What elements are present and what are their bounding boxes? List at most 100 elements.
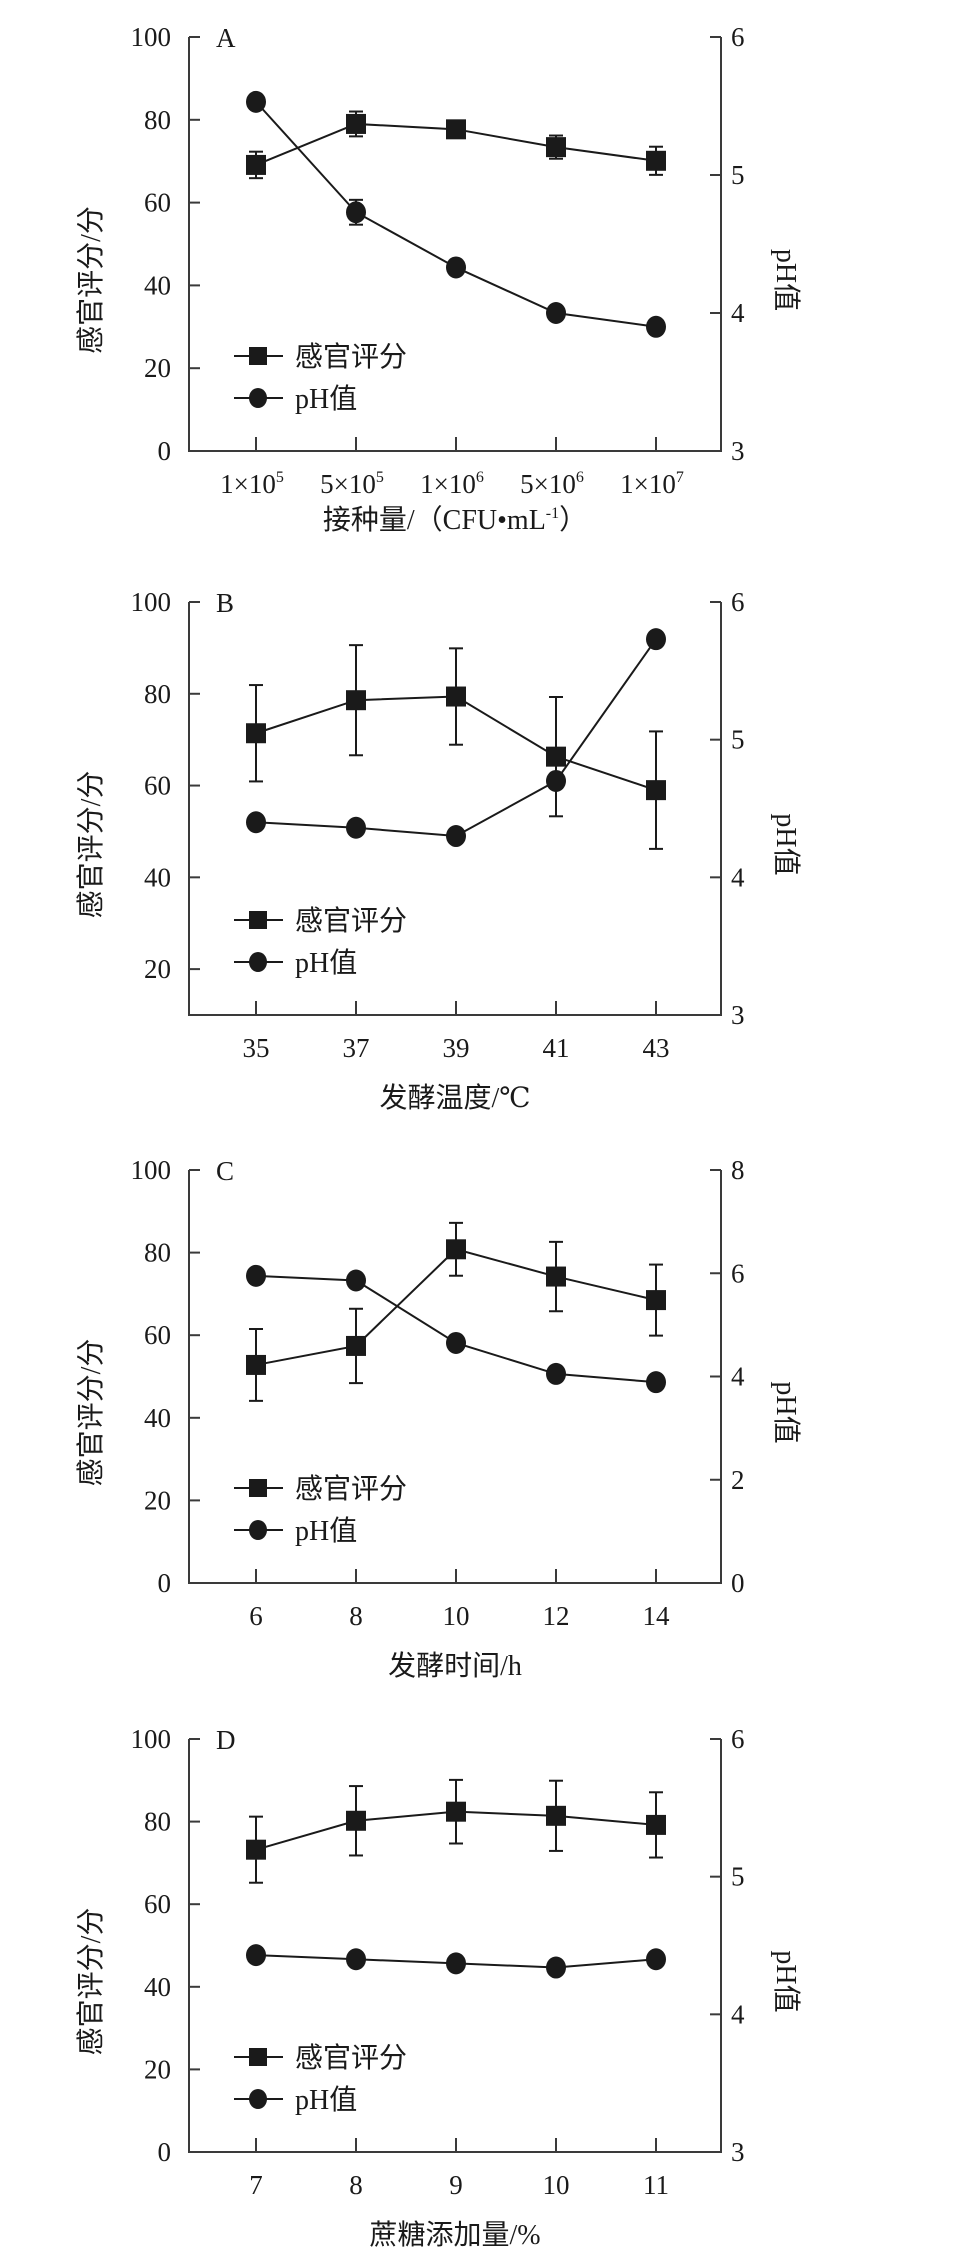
left-axis-title: 感官评分/分 (75, 1908, 107, 2056)
left-tick-label: 40 (144, 1403, 171, 1433)
left-tick-label: 40 (144, 1972, 171, 2002)
data-point-circle (646, 315, 666, 338)
x-tick-label: 1×105 (220, 469, 284, 499)
left-axis-title: 感官评分/分 (75, 1339, 107, 1487)
data-point-circle (646, 1371, 666, 1394)
legend: 感官评分 pH值 (234, 341, 407, 415)
x-tick-label: 1×107 (620, 469, 684, 499)
left-tick-label: 20 (144, 1485, 171, 1515)
data-point-square (246, 154, 266, 175)
legend: 感官评分 pH值 (234, 2042, 407, 2116)
data-point-square (246, 1839, 266, 1860)
right-tick-label: 4 (731, 1362, 745, 1392)
x-axis-title-end: ） (559, 504, 587, 536)
series-line (255, 1274, 657, 1384)
legend-square-icon (249, 911, 267, 929)
chart-panel-B: 20 40 60 80 100 3 4 5 6 35 37 39 41 43 B 发酵温度/℃ 感官评分/分 pH… (75, 587, 802, 1114)
legend: 感官评分 pH值 (234, 905, 407, 979)
left-tick-label: 60 (144, 771, 171, 801)
data-point-circle (646, 1948, 666, 1971)
right-axis-title: pH值 (770, 813, 802, 875)
legend-square-icon (249, 2048, 267, 2066)
data-point-square (346, 690, 366, 711)
left-tick-label: 100 (131, 587, 172, 617)
x-tick-label: 8 (349, 1601, 363, 1631)
data-point-square (546, 746, 566, 767)
right-tick-label: 5 (731, 725, 745, 755)
right-tick-label: 4 (731, 298, 745, 328)
data-point-circle (246, 1264, 266, 1287)
left-tick-label: 60 (144, 188, 171, 218)
chart-panel-D: 0 20 40 60 80 100 3 4 5 6 7 8 9 10 11 D 蔗糖添加量/% 感官评分/分 pH值… (75, 1724, 802, 2251)
data-point-circle (546, 1956, 566, 1979)
x-tick-label-exponent: 7 (676, 469, 684, 486)
data-point-square (646, 780, 666, 801)
x-tick-label-exponent: 6 (476, 469, 484, 486)
x-tick-label-base: 5×10 (520, 469, 576, 499)
left-tick-label: 100 (131, 1155, 172, 1185)
right-axis-title: pH值 (770, 1950, 802, 2012)
x-tick-label: 10 (543, 2170, 570, 2200)
x-tick-label-base: 1×10 (620, 469, 676, 499)
data-point-square (546, 1805, 566, 1826)
series-ph (246, 1264, 666, 1394)
left-tick-label: 40 (144, 862, 171, 892)
x-axis-title: 接种量/（CFU•mL-1） (323, 504, 587, 536)
left-tick-label: 60 (144, 1889, 171, 1919)
legend-circle-icon (249, 1520, 267, 1540)
x-tick-label: 14 (643, 1601, 671, 1631)
data-point-circle (646, 628, 666, 651)
data-point-circle (446, 256, 466, 279)
left-tick-label: 100 (131, 1724, 172, 1754)
left-tick-label: 80 (144, 1807, 171, 1837)
legend-label: pH值 (295, 947, 357, 979)
series-ph (246, 628, 666, 848)
right-tick-label: 3 (731, 1000, 745, 1030)
legend-label: pH值 (295, 2084, 357, 2116)
data-point-circle (446, 1952, 466, 1975)
data-point-square (346, 1335, 366, 1356)
x-axis-title-sup: -1 (546, 505, 559, 522)
right-tick-label: 2 (731, 1465, 745, 1495)
data-point-square (446, 686, 466, 707)
data-point-circle (246, 811, 266, 834)
right-tick-label: 5 (731, 1862, 745, 1892)
x-axis-title: 蔗糖添加量/% (369, 2219, 540, 2251)
legend-square-icon (249, 347, 267, 365)
right-tick-label: 6 (731, 587, 745, 617)
right-tick-label: 3 (731, 2137, 745, 2167)
data-point-square (246, 723, 266, 744)
legend-label: pH值 (295, 1515, 357, 1547)
left-tick-label: 0 (158, 436, 172, 466)
left-tick-label: 80 (144, 1238, 171, 1268)
x-tick-label: 12 (543, 1601, 570, 1631)
series-ph (246, 1944, 666, 1979)
data-point-square (346, 113, 366, 134)
right-tick-label: 6 (731, 1724, 745, 1754)
right-tick-label: 4 (731, 1999, 745, 2029)
x-tick-label: 41 (543, 1033, 570, 1063)
data-point-circle (346, 1948, 366, 1971)
x-tick-label: 39 (443, 1033, 470, 1063)
x-tick-label: 1×106 (420, 469, 484, 499)
left-tick-label: 100 (131, 22, 172, 52)
x-axis-title-main: 接种量/（CFU•mL (323, 504, 546, 536)
x-axis-title: 发酵时间/h (388, 1650, 522, 1682)
x-tick-label-exponent: 5 (376, 469, 384, 486)
x-tick-label: 5×105 (320, 469, 384, 499)
series-sensory-score (246, 1221, 666, 1402)
right-axis-title: pH值 (770, 249, 802, 311)
left-axis-title: 感官评分/分 (75, 206, 107, 354)
data-point-square (646, 1290, 666, 1311)
series-ph (246, 90, 666, 338)
data-point-circle (446, 825, 466, 848)
data-point-circle (346, 1269, 366, 1292)
data-point-circle (546, 1362, 566, 1385)
data-point-square (446, 1801, 466, 1822)
data-point-square (446, 119, 466, 140)
x-tick-label: 9 (449, 2170, 463, 2200)
left-tick-label: 80 (144, 105, 171, 135)
left-tick-label: 40 (144, 270, 171, 300)
x-tick-label-base: 1×10 (220, 469, 276, 499)
